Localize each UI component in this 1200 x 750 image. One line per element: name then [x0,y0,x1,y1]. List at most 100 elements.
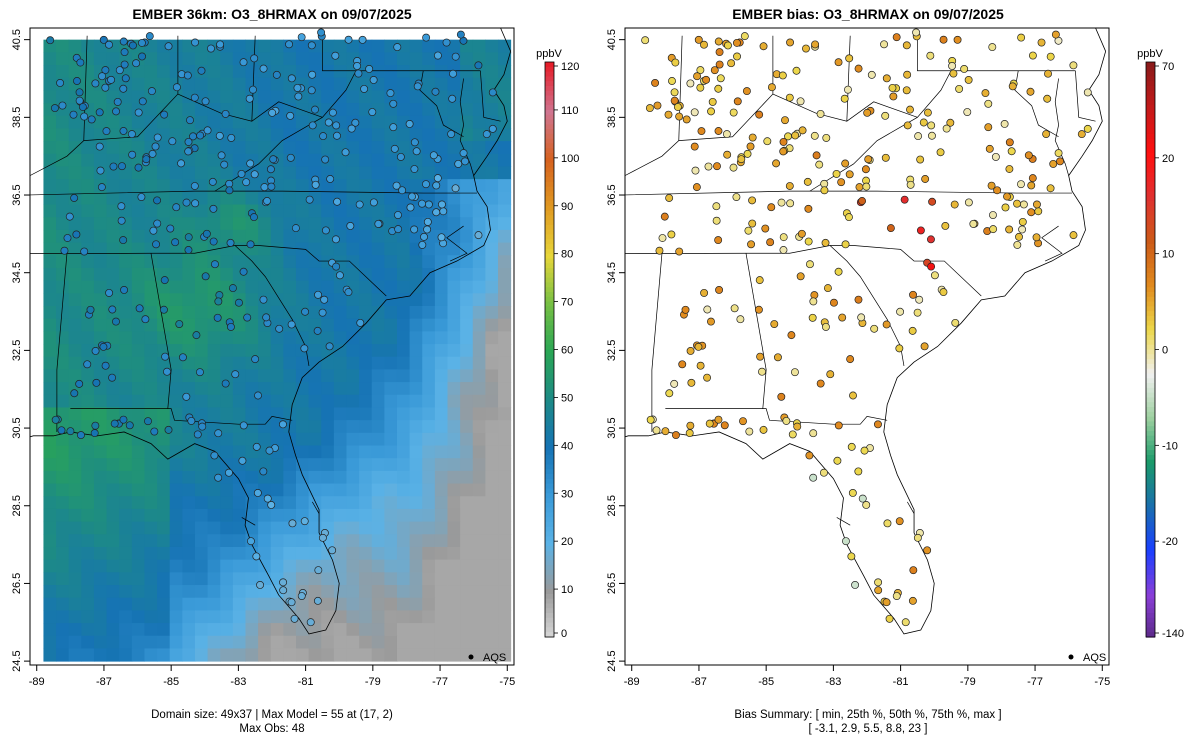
bias-site-marker [696,66,705,75]
bias-site-marker [863,108,872,117]
site-marker [418,199,426,208]
x-tick-label: -87 [96,676,112,688]
site-marker [331,51,340,60]
site-marker [225,186,234,195]
bias-site-marker [722,130,731,139]
site-marker [305,195,314,204]
bias-site-marker [1013,240,1022,249]
site-marker [101,83,110,92]
bias-site-marker [830,298,838,307]
site-marker [365,65,374,73]
bias-site-marker [880,40,889,49]
bias-site-marker [927,262,936,271]
y-tick-label: 28.5 [11,495,23,516]
bias-site-marker [882,320,891,329]
bias-site-marker [781,116,789,125]
bias-site-marker [788,430,797,439]
site-marker [92,378,101,387]
site-marker [290,614,299,623]
site-marker [313,326,322,335]
y-tick-label: 26.5 [11,573,23,594]
colorbar-tick-label: 90 [561,201,573,213]
bias-site-marker [1013,199,1021,208]
bias-site-marker [909,290,917,299]
site-marker [267,501,276,509]
bias-site-marker [858,494,867,503]
site-marker [224,468,233,477]
colorbar-tick-label: 60 [561,345,573,357]
bias-site-marker [948,62,957,70]
colorbar-tick-label: 30 [561,488,573,500]
bias-site-marker [804,237,813,246]
site-marker [420,232,428,241]
site-marker [459,149,468,158]
bias-site-marker [1019,200,1028,209]
site-marker [238,456,247,465]
bias-site-marker [815,160,824,169]
bias-site-marker [834,267,843,276]
bias-site-marker [710,66,719,75]
colorbar-tick-label: -20 [1162,536,1178,548]
bias-site-marker [882,74,891,83]
bias-site-marker [785,93,794,102]
site-marker [144,417,152,426]
left-footer-line1: Domain size: 49x37 | Max Model = 55 at (… [151,709,393,721]
bias-site-marker [969,219,978,228]
bias-site-marker [1037,38,1046,47]
site-marker [160,110,169,119]
bias-site-marker [895,344,904,353]
site-marker [259,467,268,476]
bias-site-marker [862,501,871,509]
site-marker [207,44,215,53]
bias-site-marker [912,28,921,37]
bias-site-marker [755,276,764,285]
site-marker [66,427,75,436]
site-marker [418,240,427,249]
site-marker [422,33,431,42]
site-marker [148,149,157,158]
site-marker [83,360,92,369]
site-marker [317,28,326,37]
bias-site-marker [855,183,864,192]
site-marker [101,361,110,370]
site-marker [121,74,130,83]
bias-site-marker [862,182,871,191]
bias-site-marker [941,222,950,230]
bias-site-marker [1001,203,1010,212]
bias-site-marker [700,40,708,49]
bias-site-marker [950,200,959,209]
bias-site-marker [645,104,654,113]
bias-site-marker [739,417,747,426]
site-marker [263,197,272,205]
bias-site-marker [696,83,705,92]
colorbar-tick-label: 70 [561,297,573,309]
bias-site-marker [744,226,753,235]
bias-site-marker [810,291,819,300]
site-marker [332,121,341,130]
bias-site-marker [1043,94,1052,103]
colorbar-tick-label: 100 [561,153,579,165]
x-tick-label: -85 [758,676,774,688]
site-marker [135,304,144,313]
site-marker [410,225,419,234]
bias-site-marker [1077,130,1086,139]
right-title: EMBER bias: O3_8HRMAX on 09/07/2025 [732,6,1004,22]
bias-site-marker [714,127,723,135]
site-marker [311,180,320,189]
bias-site-marker [767,83,776,92]
site-marker [474,231,483,240]
site-marker [267,182,276,191]
site-marker [252,552,261,561]
bias-site-marker [883,519,892,528]
site-marker [99,35,108,44]
site-marker [231,370,240,379]
bias-site-marker [1032,233,1041,242]
site-marker [192,331,201,340]
bias-site-marker [1044,69,1052,78]
bias-site-marker [777,392,786,401]
site-marker [95,108,104,117]
site-marker [448,94,457,103]
site-marker [250,170,259,179]
site-marker [243,313,252,322]
site-marker [113,97,122,106]
